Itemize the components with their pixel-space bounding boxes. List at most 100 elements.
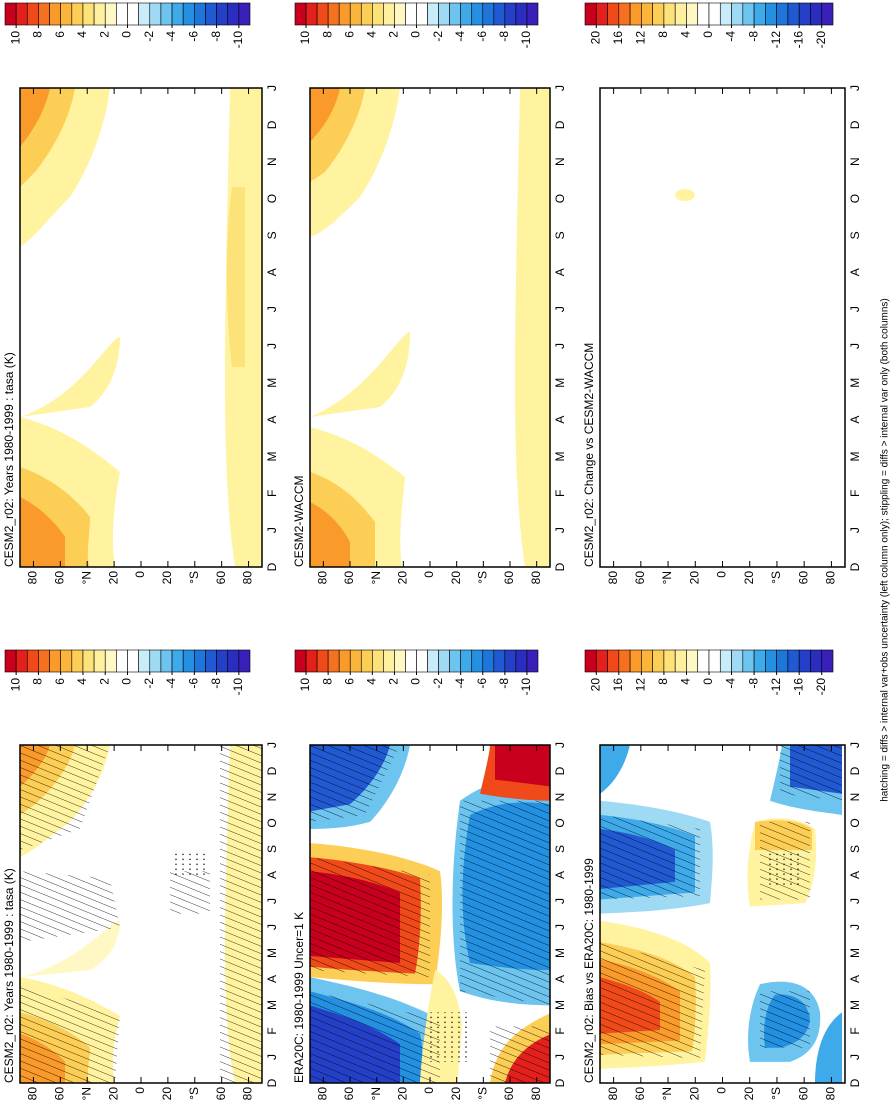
- colorbar-label: -2: [431, 31, 445, 42]
- y-tick-label: 0: [422, 571, 436, 578]
- colorbar-label: -6: [186, 31, 200, 42]
- colorbar-box: [584, 649, 597, 673]
- x-tick-label: F: [848, 1027, 862, 1034]
- x-tick-label: J: [848, 742, 862, 748]
- y-tick-label: °N: [369, 1087, 383, 1100]
- colorbar-box: [60, 649, 73, 673]
- x-tick-label: F: [265, 490, 279, 497]
- colorbar-box: [526, 2, 539, 26]
- x-tick-label: J: [553, 924, 567, 930]
- colorbar-box: [138, 2, 151, 26]
- x-tick-label: J: [848, 306, 862, 312]
- x-tick-label: A: [265, 871, 279, 879]
- colorbar-label: 0: [409, 31, 423, 38]
- colorbar-box: [595, 649, 608, 673]
- colorbar-label: 20: [588, 678, 602, 692]
- x-tick-label: A: [265, 975, 279, 983]
- x-tick-label: A: [848, 871, 862, 879]
- colorbar-label: -10: [519, 31, 533, 49]
- colorbar-label: -6: [475, 31, 489, 42]
- x-tick-label: J: [265, 306, 279, 312]
- colorbar-label: -2: [142, 31, 156, 42]
- colorbar-box: [810, 2, 823, 26]
- colorbar-label: 4: [75, 678, 89, 685]
- colorbar-box: [765, 649, 777, 673]
- x-tick-label: M: [848, 451, 862, 461]
- colorbar-box: [294, 649, 307, 673]
- contour-field: [600, 745, 842, 1083]
- colorbar-box: [405, 649, 417, 673]
- colorbar-box: [719, 649, 732, 673]
- x-tick-label: D: [553, 1078, 567, 1087]
- x-tick-label: N: [265, 157, 279, 166]
- colorbar-box: [71, 649, 84, 673]
- colorbar-label: 12: [634, 31, 648, 45]
- colorbar-label: 10: [8, 31, 22, 45]
- x-tick-label: O: [265, 194, 279, 203]
- colorbar-box: [584, 2, 597, 26]
- colorbar-box: [305, 649, 318, 673]
- x-tick-label: J: [265, 924, 279, 930]
- colorbar-box: [349, 649, 362, 673]
- colorbar-box: [526, 649, 539, 673]
- colorbar-box: [149, 2, 162, 26]
- y-tick-label: 0: [133, 1087, 147, 1094]
- x-tick-label: J: [265, 898, 279, 904]
- x-tick-label: F: [265, 1027, 279, 1034]
- colorbar-label: 0: [120, 31, 134, 38]
- x-tick-label: A: [848, 268, 862, 276]
- y-tick-label: 60: [342, 571, 356, 585]
- colorbar-label: 16: [611, 31, 625, 45]
- x-tick-label: A: [553, 975, 567, 983]
- colorbar-label: -8: [497, 31, 511, 42]
- x-tick-label: J: [265, 1054, 279, 1060]
- colorbar-box: [49, 649, 61, 673]
- colorbar-label: -20: [814, 678, 828, 696]
- colorbar-label: -4: [164, 31, 178, 42]
- colorbar-label: -4: [164, 678, 178, 689]
- contour-field: [675, 189, 695, 201]
- y-tick-label: 80: [529, 1087, 543, 1100]
- colorbar-box: [38, 649, 50, 673]
- y-tick-label: 80: [606, 1087, 620, 1100]
- colorbar-box: [82, 649, 95, 673]
- colorbar-box: [4, 649, 17, 673]
- x-tick-label: J: [265, 527, 279, 533]
- colorbar-label: 4: [364, 31, 378, 38]
- x-tick-label: A: [848, 416, 862, 424]
- colorbar-label: -6: [475, 678, 489, 689]
- y-tick-label: 60: [633, 1087, 647, 1100]
- footnote: hatching = diffs > internal var+obs unce…: [880, 298, 891, 802]
- y-tick-label: °S: [769, 1087, 783, 1100]
- x-tick-label: N: [848, 793, 862, 802]
- colorbar-box: [731, 649, 744, 673]
- colorbar-label: 8: [656, 31, 670, 38]
- colorbar-label: -2: [142, 678, 156, 689]
- y-tick-label: 20: [742, 571, 756, 585]
- colorbar-label: -4: [724, 678, 738, 689]
- y-tick-label: °N: [660, 1087, 674, 1100]
- colorbar-label: 2: [97, 678, 111, 685]
- x-tick-label: D: [553, 766, 567, 775]
- x-tick-label: O: [553, 818, 567, 827]
- colorbar-box: [182, 2, 195, 26]
- colorbar-box: [338, 649, 351, 673]
- x-tick-label: D: [848, 766, 862, 775]
- colorbar-box: [104, 2, 117, 26]
- colorbar-label: -12: [769, 678, 783, 696]
- colorbar-label: -10: [231, 31, 245, 49]
- colorbar-box: [618, 649, 631, 673]
- colorbar-label: -10: [519, 678, 533, 696]
- colorbar-box: [810, 649, 823, 673]
- x-tick-label: J: [553, 898, 567, 904]
- x-tick-label: A: [553, 268, 567, 276]
- colorbar-box: [787, 649, 800, 673]
- colorbar-box: [686, 2, 699, 26]
- colorbar-label: 8: [320, 678, 334, 685]
- colorbar-box: [629, 649, 642, 673]
- colorbar-box: [515, 649, 528, 673]
- x-tick-label: D: [848, 1078, 862, 1087]
- colorbar-box: [731, 2, 744, 26]
